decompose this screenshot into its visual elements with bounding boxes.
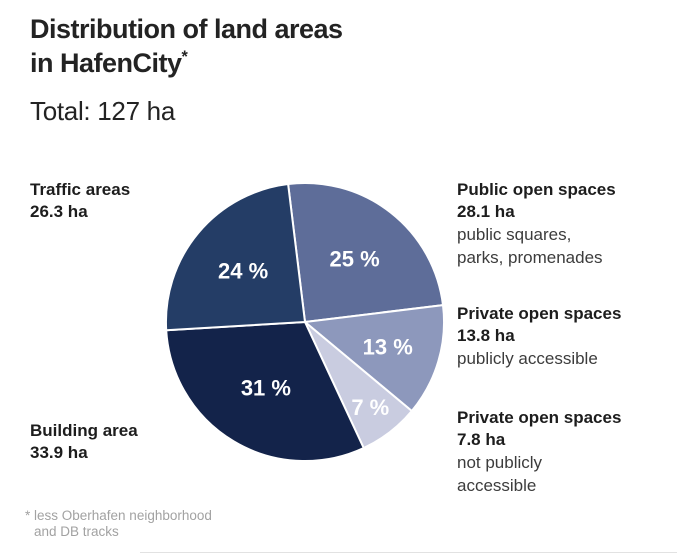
annotation-value: 7.8 ha [457,430,506,449]
annotation-private-open-spaces-not-accessible: Private open spaces 7.8 ha not publicly … [457,407,621,497]
annotation-title: Building area [30,421,138,440]
annotation-title: Traffic areas [30,180,131,199]
page-title: Distribution of land areas in HafenCity* [30,12,343,80]
footnote-line1: * less Oberhafen neighborhood [25,508,212,523]
annotation-value: 28.1 ha [457,202,515,221]
annotation-traffic-areas: Traffic areas 26.3 ha [30,179,130,223]
pie-label-building-area: 31 % [241,376,291,401]
bottom-divider [140,552,677,553]
page-title-line1: Distribution of land areas [30,14,343,44]
pie-label-private-open-spaces-not-accessible: 7 % [351,395,389,420]
pie-slice-building-area [165,321,365,462]
pie-slice-private-open-spaces-accessible [304,304,446,412]
annotation-public-open-spaces: Public open spaces 28.1 ha public square… [457,179,616,269]
pie-label-traffic-areas: 24 % [218,258,268,283]
footnote-line2: and DB tracks [34,524,119,539]
annotation-value: 26.3 ha [30,202,88,221]
annotation-title: Private open spaces [457,408,622,427]
page-title-line2: in HafenCity* [30,48,188,78]
annotation-title: Private open spaces [457,304,622,323]
annotation-value: 33.9 ha [30,443,88,462]
title-asterisk: * [181,48,188,66]
footnote: * less Oberhafen neighborhood and DB tra… [25,508,212,540]
annotation-building-area: Building area 33.9 ha [30,420,138,464]
annotation-description: not publicly accessible [457,453,543,495]
annotation-description: publicly accessible [457,349,598,368]
annotation-value: 13.8 ha [457,326,515,345]
total-label: Total: 127 ha [30,96,175,126]
pie-slice-traffic-areas [164,183,306,332]
pie-label-private-open-spaces-accessible: 13 % [363,334,413,359]
pie-slice-public-open-spaces [287,181,444,323]
annotation-description: public squares, parks, promenades [457,225,603,267]
pie-label-public-open-spaces: 25 % [330,247,380,272]
annotation-title: Public open spaces [457,180,616,199]
annotation-private-open-spaces-accessible: Private open spaces 13.8 ha publicly acc… [457,303,621,370]
